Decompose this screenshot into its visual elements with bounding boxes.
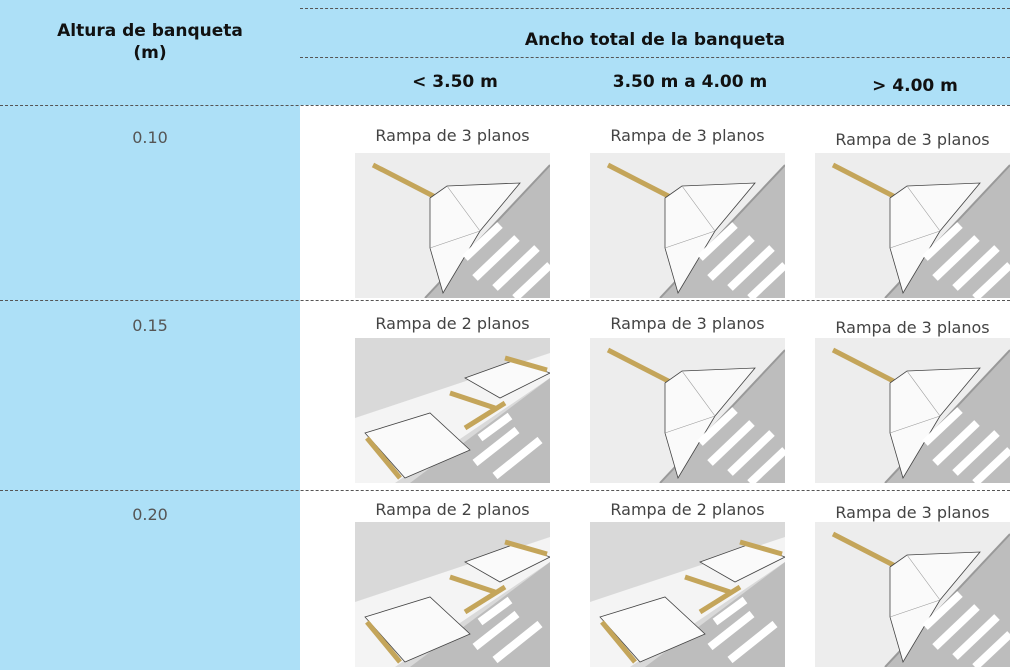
cell-label: Rampa de 3 planos — [835, 130, 990, 149]
cell-label: Rampa de 3 planos — [835, 318, 990, 337]
ramp-illustration — [590, 338, 785, 483]
divider — [0, 105, 1010, 106]
header-width: Ancho total de la banqueta — [524, 30, 786, 50]
column-header: < 3.50 m — [412, 72, 498, 92]
cell-label: Rampa de 2 planos — [375, 314, 530, 333]
ramp-illustration — [355, 338, 550, 483]
divider — [300, 8, 1010, 9]
cell-label: Rampa de 3 planos — [610, 314, 765, 333]
ramp-illustration — [815, 338, 1010, 483]
ramp-illustration — [815, 153, 1010, 298]
divider — [300, 57, 1010, 58]
cell-label: Rampa de 3 planos — [835, 503, 990, 522]
cell-label: Rampa de 2 planos — [610, 500, 765, 519]
cell-label: Rampa de 3 planos — [375, 126, 530, 145]
height-value: 0.15 — [132, 316, 168, 335]
ramp-illustration — [815, 522, 1010, 667]
divider — [0, 490, 1010, 491]
ramp-illustration — [355, 153, 550, 298]
height-value: 0.20 — [132, 505, 168, 524]
header-height: Altura de banqueta (m) — [57, 21, 243, 63]
cell-label: Rampa de 3 planos — [610, 126, 765, 145]
column-header: > 4.00 m — [872, 76, 958, 96]
cell-label: Rampa de 2 planos — [375, 500, 530, 519]
ramp-illustration — [590, 522, 785, 667]
ramp-illustration — [355, 522, 550, 667]
height-value: 0.10 — [132, 128, 168, 147]
column-header: 3.50 m a 4.00 m — [612, 72, 768, 92]
ramp-illustration — [590, 153, 785, 298]
divider — [0, 300, 1010, 301]
header-band — [300, 0, 1010, 105]
height-column — [0, 0, 300, 670]
